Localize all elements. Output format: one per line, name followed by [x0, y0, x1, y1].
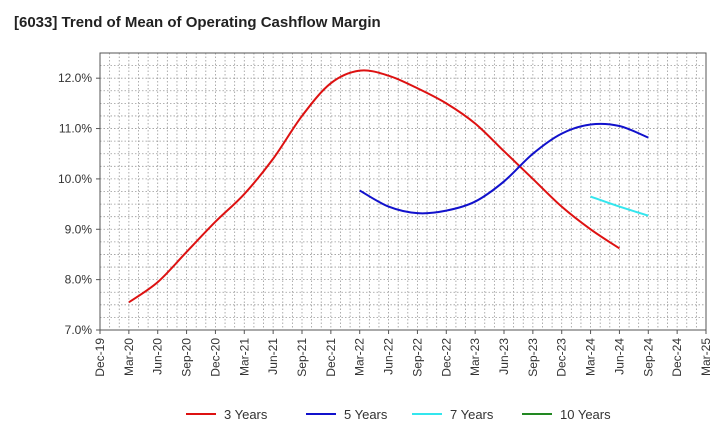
y-tick-label: 10.0% — [58, 172, 92, 186]
legend-label: 5 Years — [344, 407, 388, 422]
x-tick-label: Mar-23 — [468, 338, 482, 376]
x-tick-label: Jun-21 — [266, 338, 280, 375]
series-line-2 — [359, 122, 649, 215]
y-tick-label: 8.0% — [65, 273, 93, 287]
x-tick-label: Sep-22 — [410, 338, 424, 377]
x-tick-label: Jun-22 — [382, 338, 396, 375]
x-tick-label: Jun-20 — [151, 338, 165, 375]
x-tick-label: Dec-19 — [93, 338, 107, 377]
y-tick-label: 12.0% — [58, 71, 92, 85]
x-tick-label: Mar-21 — [237, 338, 251, 376]
legend-label: 3 Years — [224, 407, 268, 422]
x-tick-label: Mar-25 — [699, 338, 713, 376]
x-tick-label: Jun-23 — [497, 338, 511, 375]
x-tick-label: Sep-24 — [641, 338, 655, 377]
x-tick-label: Dec-21 — [324, 338, 338, 377]
series-line-1 — [128, 69, 620, 304]
y-tick-label: 7.0% — [65, 323, 93, 337]
series-line-3 — [590, 195, 649, 217]
x-tick-label: Dec-24 — [670, 338, 684, 377]
x-tick-label: Dec-23 — [555, 338, 569, 377]
legend-label: 7 Years — [450, 407, 494, 422]
x-tick-label: Sep-20 — [180, 338, 194, 377]
plot-border — [99, 52, 707, 331]
x-tick-label: Mar-24 — [584, 338, 598, 376]
legend-label: 10 Years — [560, 407, 611, 422]
chart-title: [6033] Trend of Mean of Operating Cashfl… — [14, 14, 381, 31]
x-tick-label: Sep-21 — [295, 338, 309, 377]
x-tick-label: Mar-22 — [353, 338, 367, 376]
y-tick-label: 9.0% — [65, 222, 93, 236]
x-tick-label: Sep-23 — [526, 338, 540, 377]
x-tick-label: Dec-20 — [208, 338, 222, 377]
x-tick-label: Jun-24 — [612, 338, 626, 375]
x-tick-label: Dec-22 — [439, 338, 453, 377]
y-tick-label: 11.0% — [59, 122, 92, 136]
x-tick-label: Mar-20 — [122, 338, 136, 376]
